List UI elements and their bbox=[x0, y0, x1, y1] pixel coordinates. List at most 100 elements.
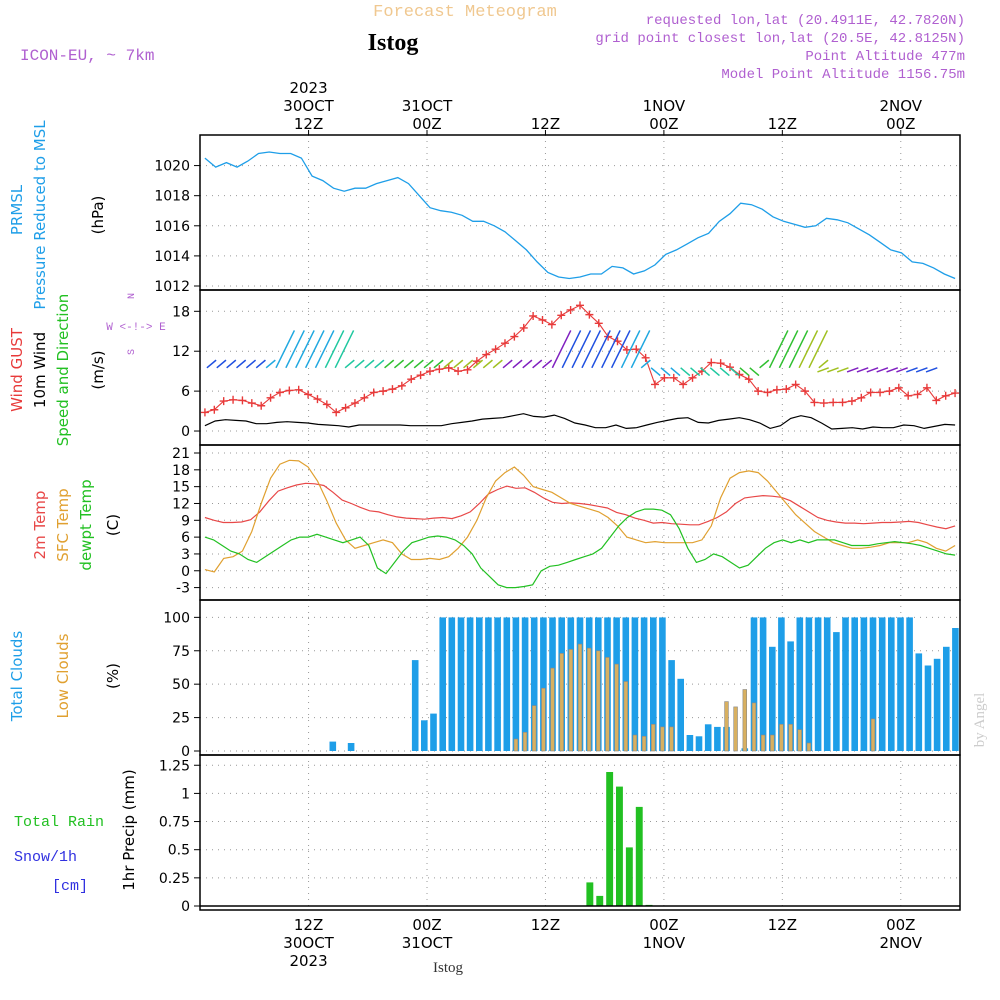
gust-point bbox=[425, 367, 434, 376]
top-time-label: 12Z bbox=[768, 115, 797, 133]
footer-station: Istog bbox=[433, 960, 464, 976]
gust-point bbox=[585, 310, 594, 319]
low-cloud-bar bbox=[531, 705, 537, 752]
gust-point bbox=[688, 373, 697, 382]
gust-point bbox=[257, 401, 266, 410]
gust-point bbox=[651, 380, 660, 389]
low-cloud-bar bbox=[806, 742, 812, 752]
wind-arrow bbox=[384, 359, 395, 369]
wind-ytick-label: 0 bbox=[181, 424, 190, 440]
gust-point bbox=[200, 408, 209, 417]
model-name: ICON-EU, ~ 7km bbox=[20, 47, 154, 65]
wind-arrow bbox=[620, 330, 641, 369]
gust-point bbox=[707, 358, 716, 367]
wind-arrow bbox=[739, 367, 750, 377]
pressure-ytick-label: 1018 bbox=[154, 189, 190, 205]
wind-arrow bbox=[512, 359, 523, 369]
gust-point bbox=[210, 405, 219, 414]
gust-point bbox=[913, 390, 922, 399]
temp-ytick-label: 12 bbox=[172, 496, 190, 512]
grid-coords: grid point closest lon,lat (20.5E, 42.81… bbox=[595, 31, 965, 47]
wind-arrow bbox=[866, 367, 879, 373]
total-cloud-bar bbox=[888, 617, 895, 751]
wind-arrow bbox=[876, 367, 889, 373]
wind-arrow bbox=[295, 330, 315, 369]
wind-arrow bbox=[216, 359, 227, 369]
compass-we: W <-!-> E bbox=[106, 322, 166, 334]
total-cloud-bar bbox=[650, 617, 657, 751]
total-cloud-bar bbox=[329, 741, 337, 751]
wind-arrow bbox=[472, 359, 484, 369]
gust-point bbox=[510, 332, 519, 341]
wind-arrow bbox=[423, 359, 434, 369]
total-cloud-bar bbox=[952, 628, 959, 751]
clouds-panel: 0 25 50 75 100 bbox=[163, 599, 961, 760]
panel-labels: PRMSL Pressure Reduced to MSL (hPa) Wind… bbox=[8, 120, 166, 895]
gust-point bbox=[885, 387, 894, 396]
low-cloud-bar bbox=[568, 649, 574, 752]
gust-point bbox=[332, 408, 341, 417]
low-cloud-bar bbox=[870, 718, 876, 752]
total-cloud-bar bbox=[842, 617, 849, 751]
watermark: by Angel bbox=[972, 693, 988, 748]
wind-arrow bbox=[836, 367, 849, 373]
gust-point bbox=[285, 386, 294, 395]
temp-ytick-label: 6 bbox=[181, 530, 190, 546]
gust-point bbox=[482, 350, 491, 359]
wind-unit: (m/s) bbox=[89, 350, 107, 389]
wind-arrow bbox=[778, 330, 799, 369]
wind-arrow bbox=[856, 367, 869, 373]
low-cloud-bar bbox=[650, 723, 656, 752]
gust-point bbox=[791, 380, 800, 389]
wind-arrow bbox=[265, 359, 276, 369]
pressure-ytick-label: 1020 bbox=[154, 159, 190, 175]
pressure-ytick-label: 1014 bbox=[154, 249, 190, 265]
wind-arrow bbox=[660, 367, 671, 377]
temp-ytick-label: 21 bbox=[172, 446, 190, 462]
chart-title: Forecast Meteogram bbox=[373, 3, 557, 22]
cloud-total-label: Total Clouds bbox=[8, 631, 26, 723]
wind-arrow bbox=[808, 330, 829, 369]
gust-point bbox=[229, 395, 238, 404]
gust-point bbox=[669, 373, 678, 382]
gust-point bbox=[350, 399, 359, 408]
pressure-ytick-label: 1012 bbox=[154, 279, 190, 295]
gust-point bbox=[369, 388, 378, 397]
wind-arrow bbox=[354, 359, 365, 369]
wind-arrow bbox=[324, 330, 345, 369]
gust-point bbox=[904, 391, 913, 400]
wind-arrow bbox=[255, 359, 266, 369]
t2m-line bbox=[204, 482, 956, 530]
gust-point bbox=[594, 319, 603, 328]
low-cloud-bar bbox=[724, 701, 729, 752]
rain-bar bbox=[635, 806, 643, 906]
bottom-time-label: 12Z bbox=[531, 916, 560, 934]
precip-ytick-label: 0.75 bbox=[159, 815, 190, 831]
top-time-label: 12Z bbox=[294, 115, 323, 133]
low-cloud-bar bbox=[660, 726, 665, 752]
precip-rain-label: Total Rain bbox=[14, 814, 104, 831]
top-time-label: 12Z bbox=[531, 115, 560, 133]
total-cloud-bar bbox=[933, 658, 941, 751]
gust-point bbox=[857, 393, 866, 402]
total-cloud-bar bbox=[640, 617, 648, 751]
total-cloud-bar bbox=[869, 617, 877, 751]
gust-point bbox=[557, 311, 566, 320]
gust-point bbox=[341, 403, 350, 412]
wind-arrow bbox=[393, 359, 405, 369]
total-cloud-bar bbox=[347, 743, 355, 751]
wind-arrow bbox=[226, 359, 237, 369]
precip-ytick-label: 0 bbox=[181, 899, 190, 915]
gust-point bbox=[716, 359, 725, 368]
precip-unit: 1hr Precip (mm) bbox=[120, 769, 138, 890]
total-cloud-bar bbox=[750, 617, 758, 751]
gust-point bbox=[379, 387, 388, 396]
wind-arrow bbox=[759, 359, 770, 369]
precip-snow-unit: [cm] bbox=[52, 878, 88, 895]
total-cloud-bar bbox=[448, 617, 456, 751]
wind-ytick-label: 6 bbox=[181, 384, 190, 400]
clouds-ytick-label: 100 bbox=[163, 610, 190, 626]
temp-ytick-label: 9 bbox=[181, 513, 190, 529]
temp-ytick-label: -3 bbox=[176, 581, 190, 597]
gust-point bbox=[454, 367, 463, 376]
